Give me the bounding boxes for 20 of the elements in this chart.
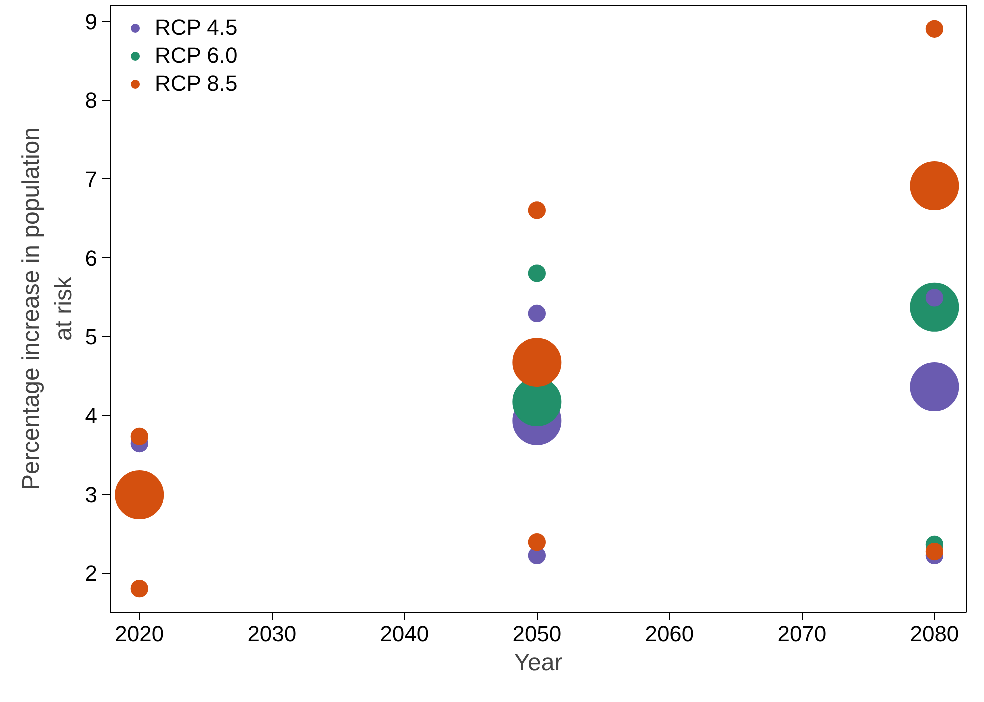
x-tick-label: 2020 (115, 622, 164, 646)
x-tick-label: 2080 (910, 622, 960, 646)
y-axis-title: Percentage increase in population at risk (18, 128, 78, 490)
y-tick-label: 3 (85, 482, 98, 508)
x-axis-title: Year (514, 650, 563, 676)
y-tick-label: 4 (85, 403, 98, 428)
legend-label: RCP 8.5 (155, 71, 238, 97)
x-tick-label: 2060 (645, 622, 694, 646)
legend-label: RCP 4.5 (155, 15, 238, 41)
y-tick-label: 5 (85, 324, 98, 350)
x-tick-label: 2040 (380, 622, 430, 646)
x-tick-label: 2070 (778, 622, 827, 646)
y-tick-label: 9 (85, 9, 98, 34)
y-tick-label: 6 (85, 246, 98, 271)
x-tick-label: 2050 (512, 622, 562, 646)
y-tick-label: 8 (85, 88, 98, 114)
y-tick-label: 2 (85, 561, 98, 586)
x-tick-label: 2030 (248, 622, 297, 646)
y-tick-label: 7 (85, 166, 98, 192)
legend-label: RCP 6.0 (155, 43, 238, 69)
